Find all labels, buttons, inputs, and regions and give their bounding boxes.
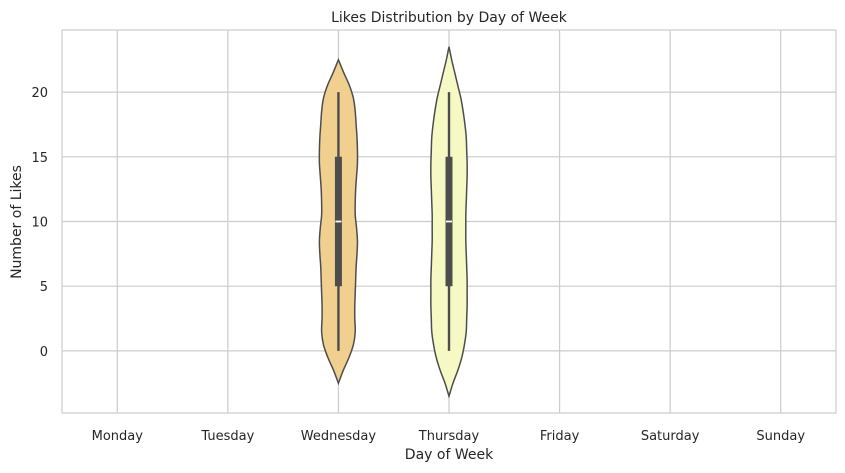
x-tick-label: Monday <box>92 429 144 444</box>
y-tick-label: 15 <box>31 151 48 166</box>
violins <box>318 46 468 399</box>
x-tick-label: Wednesday <box>301 429 377 444</box>
x-axis-label: Day of Week <box>405 447 494 463</box>
x-tick-label: Sunday <box>756 429 805 444</box>
y-tick-label: 5 <box>40 280 48 295</box>
x-tick-label: Saturday <box>641 429 700 444</box>
y-axis-label: Number of Likes <box>9 165 25 279</box>
x-tick-label: Tuesday <box>200 429 254 444</box>
x-tick-label: Friday <box>540 429 580 444</box>
y-tick-labels: 0 5 10 15 20 <box>31 86 48 360</box>
plot-frame <box>61 29 837 414</box>
chart-title: Likes Distribution by Day of Week <box>331 10 568 26</box>
y-tick-label: 20 <box>31 86 48 101</box>
x-tick-labels: Monday Tuesday Wednesday Thursday Friday Satu… <box>92 429 806 444</box>
y-tick-label: 10 <box>31 216 48 231</box>
x-tick-label: Thursday <box>418 429 480 444</box>
y-tick-label: 0 <box>40 345 48 360</box>
